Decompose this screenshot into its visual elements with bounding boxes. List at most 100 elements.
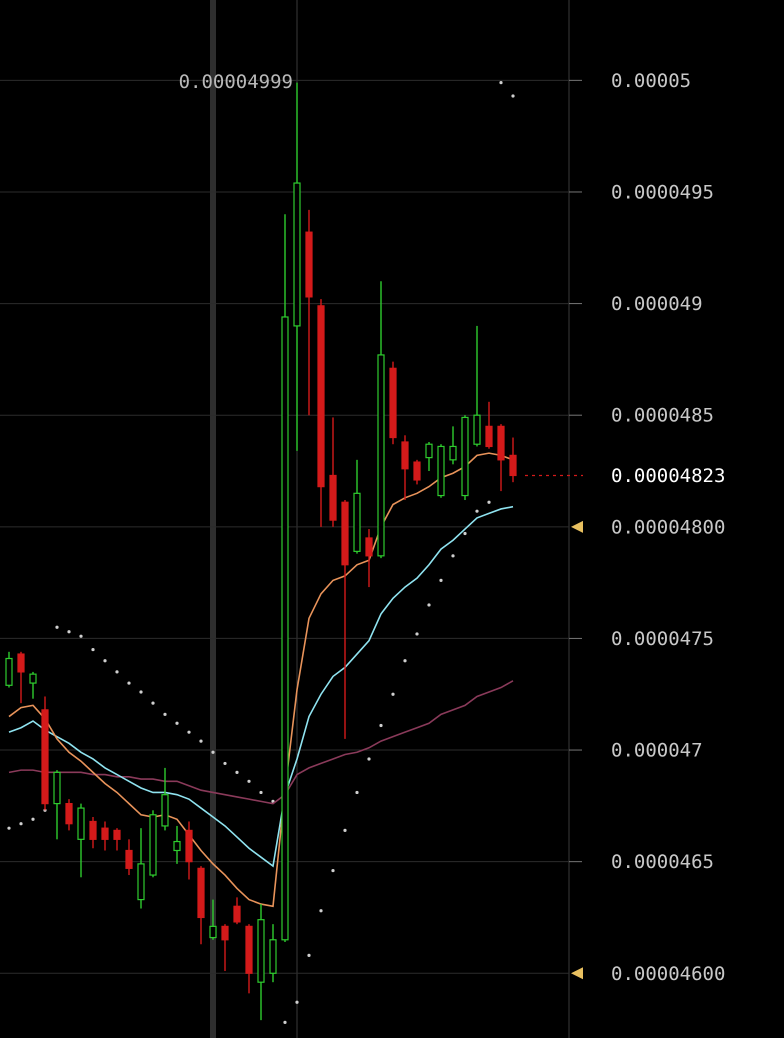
y-tick-label: 0.0000495	[611, 181, 714, 203]
sar-dot	[175, 721, 179, 725]
sar-dot	[31, 817, 35, 821]
candle-body	[65, 803, 73, 825]
y-tick-label: 0.00005	[611, 70, 691, 92]
sar-dot	[379, 723, 383, 728]
candle-body	[365, 537, 373, 557]
sar-dot	[415, 632, 419, 636]
candle-body	[413, 461, 421, 481]
sar-dot	[499, 80, 503, 85]
candle-body	[497, 425, 505, 461]
sar-dot	[67, 630, 71, 634]
sar-dot	[223, 761, 227, 766]
sar-dot	[151, 701, 155, 705]
sar-dot	[211, 750, 215, 754]
candle-body	[401, 441, 409, 470]
y-tick-label: 0.000047	[611, 740, 703, 762]
sar-dot	[7, 826, 11, 830]
candle-body	[89, 820, 97, 840]
sar-dot	[127, 681, 131, 685]
sar-dot	[199, 739, 203, 743]
candle-body	[485, 425, 493, 448]
candle-body	[473, 414, 481, 445]
sar-dot	[55, 625, 59, 629]
candle-body	[29, 673, 37, 684]
price-marker	[571, 520, 583, 533]
max-price-label: 0.00004999	[179, 71, 293, 93]
candle-body	[449, 445, 457, 461]
sar-dot	[79, 634, 83, 638]
sar-dot	[463, 531, 467, 536]
crosshair-column	[210, 0, 216, 1038]
sar-dot	[367, 757, 371, 761]
sar-dot	[487, 500, 491, 504]
candle-body	[137, 863, 145, 901]
sar-dot	[511, 94, 515, 98]
moving-average	[8, 505, 514, 868]
candle-body	[437, 445, 445, 497]
sar-dot	[475, 509, 479, 513]
sar-dot	[259, 790, 263, 795]
last-price-label: 0.00004823	[611, 465, 725, 487]
sar-dot	[439, 578, 443, 582]
price-marker	[571, 967, 583, 980]
sar-dot	[391, 692, 395, 696]
candle-body	[221, 925, 229, 941]
sar-dot	[451, 554, 455, 558]
y-tick-label: 0.00004800	[611, 516, 725, 538]
sar-dot	[295, 1000, 299, 1004]
candle-body	[305, 231, 313, 298]
candle-body	[269, 939, 277, 974]
sar-dot	[427, 603, 431, 607]
candle-body	[125, 849, 133, 869]
sar-dot	[139, 690, 143, 694]
candle-body	[425, 443, 433, 459]
candle-body	[509, 454, 517, 477]
sar-dot	[343, 828, 347, 833]
sar-dot	[355, 790, 359, 795]
y-tick-label: 0.0000465	[611, 851, 714, 873]
candle-body	[77, 807, 85, 840]
candle-body	[329, 474, 337, 521]
sar-dot	[319, 909, 323, 913]
sar-dot	[235, 770, 239, 774]
candle-body	[377, 354, 385, 557]
sar-dot	[91, 647, 95, 652]
candle-body	[281, 316, 289, 941]
candle-body	[209, 925, 217, 939]
sar-dot	[163, 712, 167, 716]
candle-body	[461, 416, 469, 497]
moving-average	[8, 680, 514, 805]
candle-body	[317, 305, 325, 488]
y-tick-label: 0.0000485	[611, 405, 714, 427]
sar-dot	[403, 659, 407, 663]
candle-body	[233, 905, 241, 923]
candle-body	[185, 829, 193, 863]
candle-body	[173, 840, 181, 852]
sar-dot	[187, 730, 191, 734]
y-tick-label: 0.00004600	[611, 963, 725, 985]
candle-body	[17, 653, 25, 673]
candle-body	[341, 501, 349, 566]
sar-dot	[307, 953, 311, 958]
y-tick-label: 0.000049	[611, 293, 703, 315]
candle-body	[41, 709, 49, 805]
candle-body	[245, 925, 253, 974]
candle-body	[257, 919, 265, 983]
sar-dot	[19, 822, 23, 826]
sar-dot	[331, 868, 335, 873]
candle-body	[149, 814, 157, 876]
candle-body	[197, 867, 205, 919]
candle-body	[53, 771, 61, 805]
sar-dot	[103, 659, 107, 663]
y-tick-label: 0.0000475	[611, 628, 714, 650]
candle-body	[161, 794, 169, 827]
candle-body	[5, 657, 13, 686]
candle-body	[113, 829, 121, 840]
candle-body	[101, 827, 109, 840]
candle-body	[353, 492, 361, 552]
candle-body	[389, 367, 397, 439]
candle-body	[293, 182, 301, 327]
sar-dot	[247, 779, 251, 783]
sar-dot	[115, 670, 119, 674]
